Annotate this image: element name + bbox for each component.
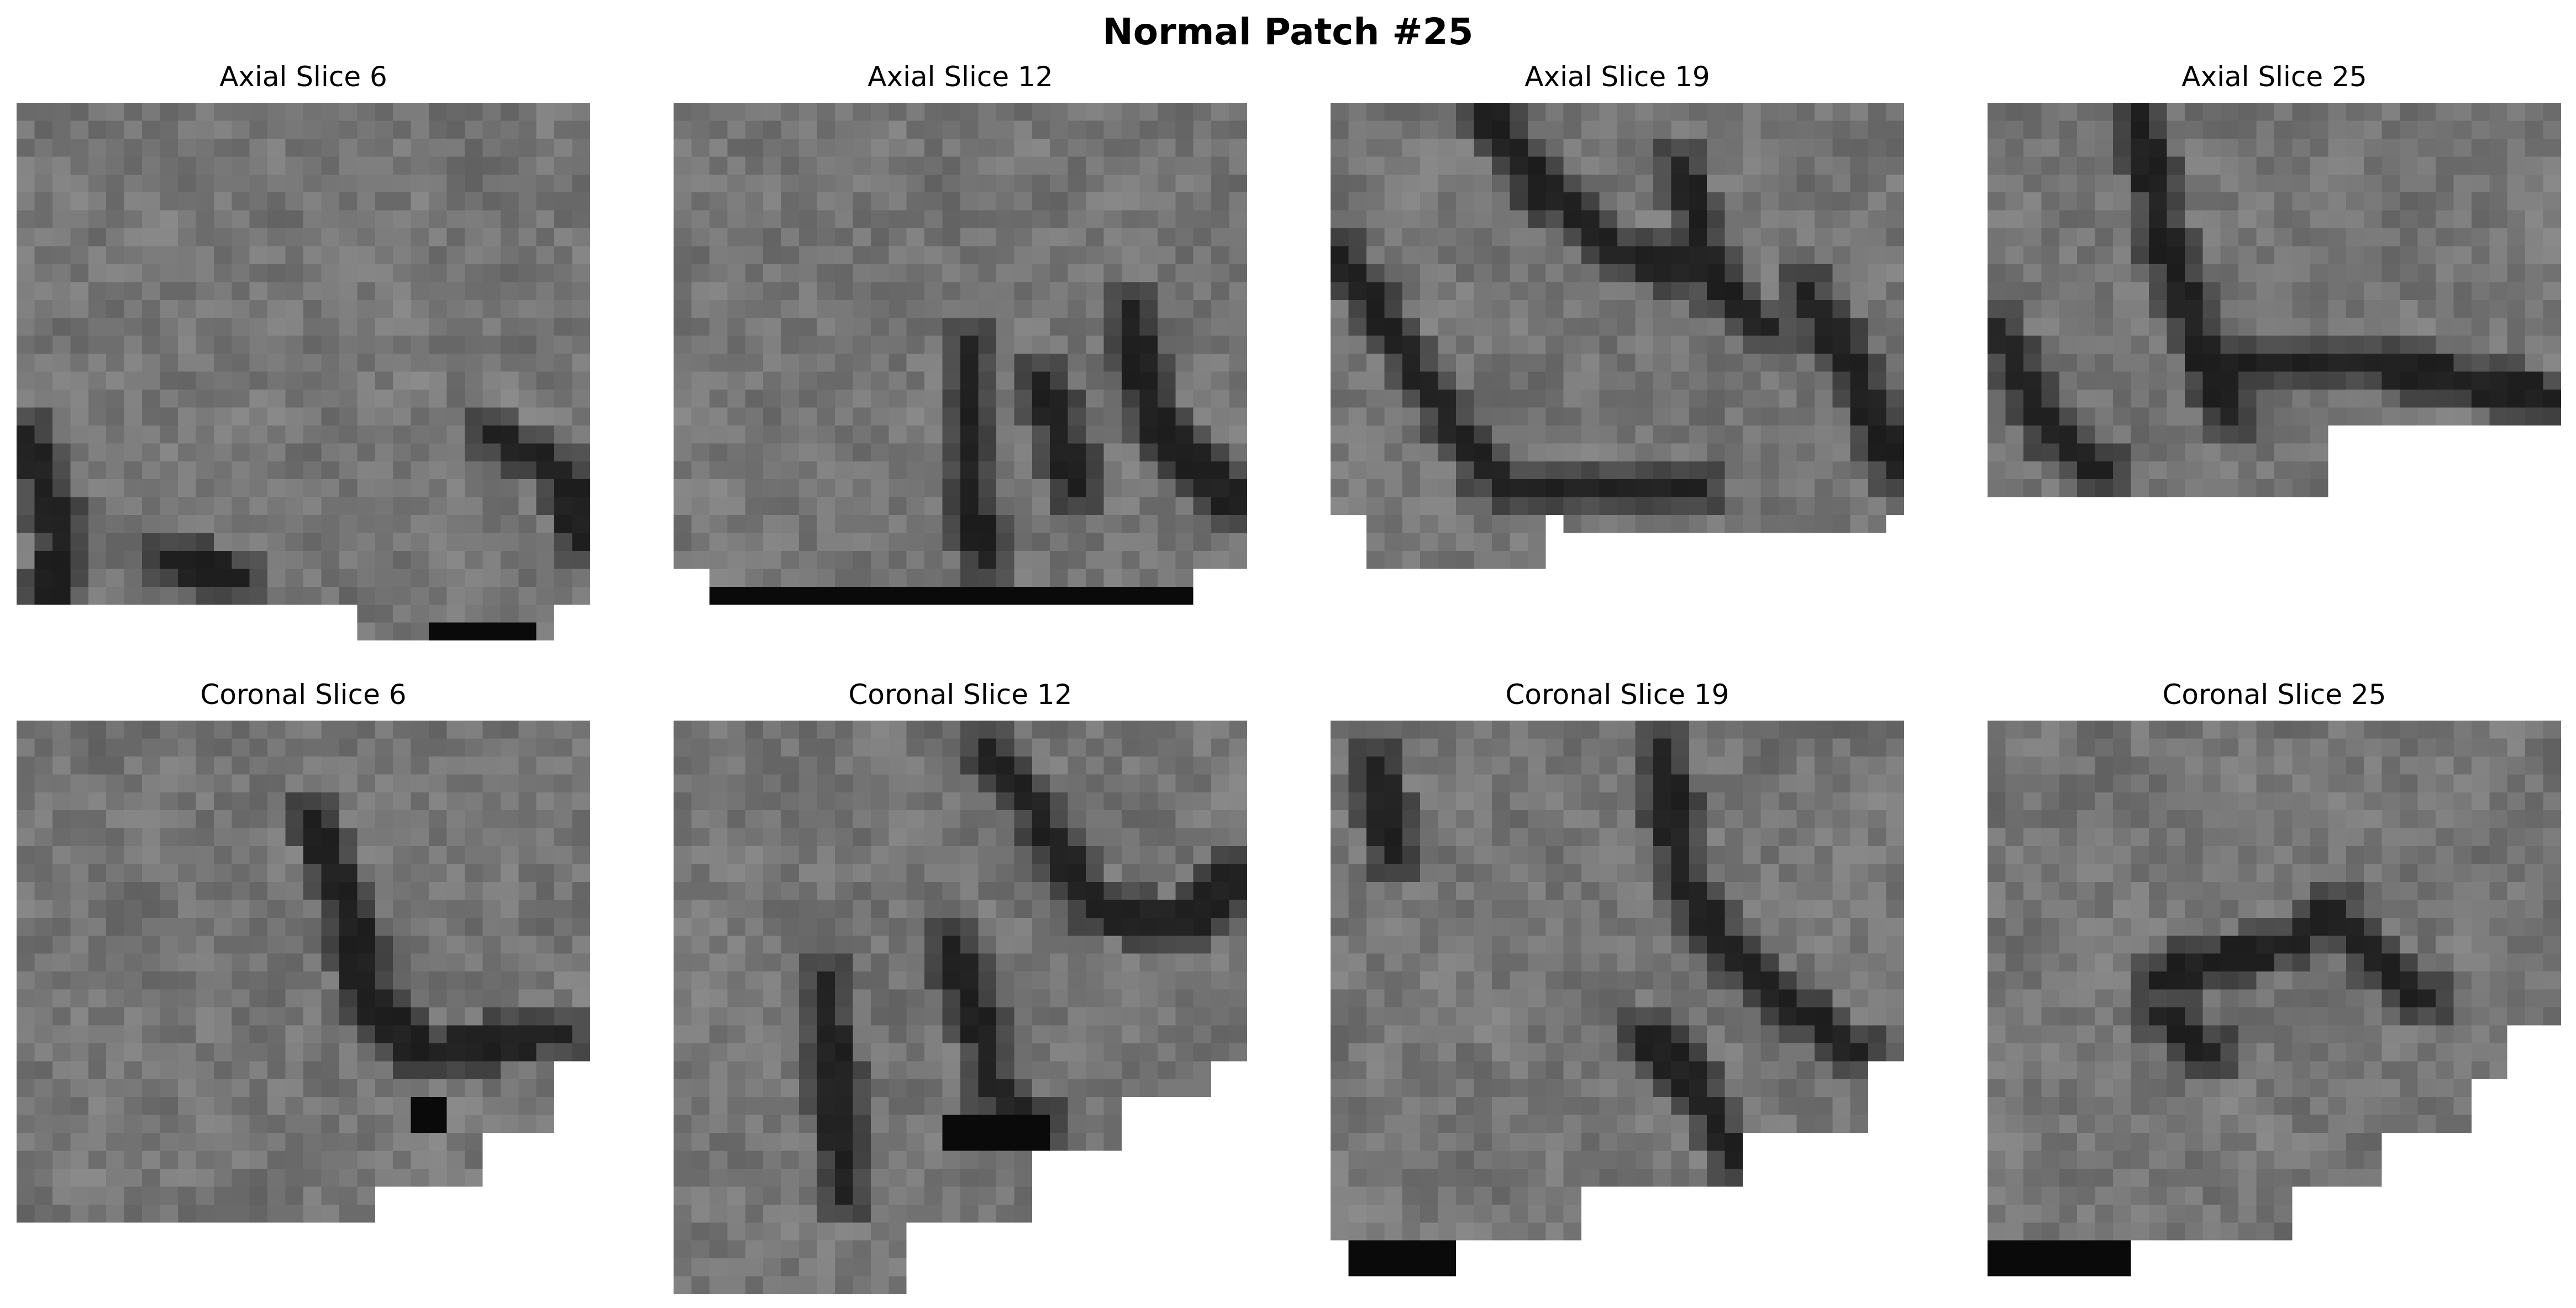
figure-title: Normal Patch #25 (1102, 10, 1474, 53)
slice-image (1331, 103, 1904, 676)
panel-title: Coronal Slice 25 (2162, 679, 2386, 711)
panel-title: Coronal Slice 19 (1505, 679, 1729, 711)
slice-image (17, 103, 590, 676)
panel-title: Axial Slice 12 (868, 61, 1053, 93)
slice-image (1988, 721, 2561, 1294)
panel-title: Axial Slice 19 (1524, 61, 1710, 93)
panel-title: Coronal Slice 12 (848, 679, 1073, 711)
slice-image (1988, 103, 2561, 676)
slice-image (17, 721, 590, 1294)
panel-title: Axial Slice 25 (2181, 61, 2367, 93)
slice-image (674, 103, 1247, 676)
panel-title: Axial Slice 6 (219, 61, 387, 93)
slice-image (674, 721, 1247, 1294)
panel-title: Coronal Slice 6 (200, 679, 407, 711)
slice-image (1331, 721, 1904, 1294)
